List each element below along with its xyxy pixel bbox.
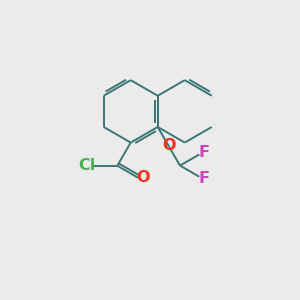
- Text: O: O: [136, 170, 150, 185]
- Text: Cl: Cl: [78, 158, 95, 173]
- Text: F: F: [199, 146, 210, 160]
- Text: F: F: [199, 171, 210, 186]
- Text: O: O: [162, 138, 175, 153]
